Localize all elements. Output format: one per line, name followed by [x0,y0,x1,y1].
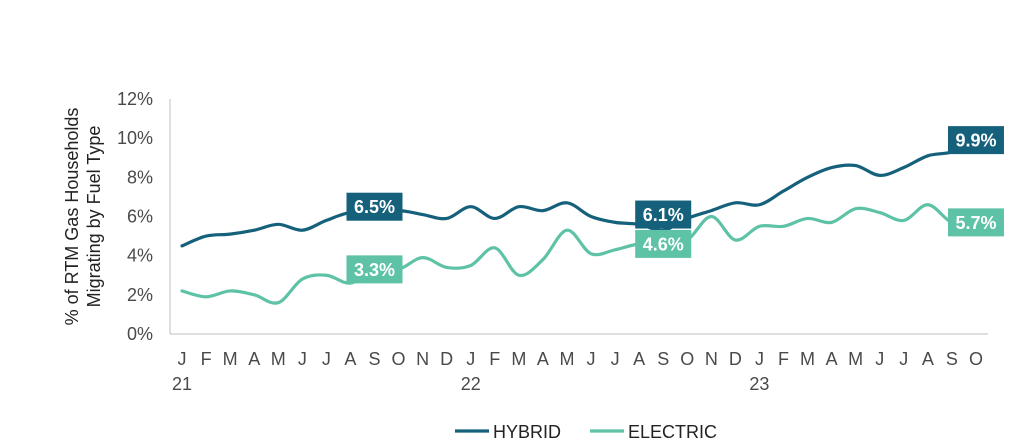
x-tick-month: S [946,349,958,369]
x-tick-month: J [875,349,884,369]
x-tick-month: M [223,349,238,369]
x-tick-month: N [416,349,429,369]
x-tick-month: D [729,349,742,369]
data-label-box [947,208,1004,237]
x-tick-month: M [848,349,863,369]
axes [169,99,988,335]
x-tick-month: J [587,349,596,369]
data-label-hybrid: 6.5% [346,192,403,221]
y-axis-label-line: % of RTM Gas Households [62,108,82,326]
legend-label-hybrid: HYBRID [493,422,561,442]
data-label-electric: 5.7% [947,208,1004,237]
x-tick-month: A [826,349,838,369]
data-label-box [346,192,403,221]
data-label-box [635,200,692,229]
x-tick-month: M [511,349,526,369]
x-tick-month: J [611,349,620,369]
x-tick-month: M [800,349,815,369]
x-tick-month: J [298,349,307,369]
data-label-hybrid: 9.9% [947,126,1004,155]
x-tick-month: A [922,349,934,369]
x-tick-month: S [368,349,380,369]
y-tick-labels: 0% 2% 4% 6% 8% 10% 12% [117,89,153,344]
data-label-box [635,229,692,258]
x-tick-year: 22 [461,374,481,394]
x-tick-year: 21 [172,374,192,394]
data-label-text: 4.6% [643,234,684,254]
x-tick-month: F [201,349,212,369]
x-tick-month: D [440,349,453,369]
y-tick-label: 0% [127,324,153,344]
x-tick-month: A [344,349,356,369]
x-tick-month: J [755,349,764,369]
y-tick-label: 10% [117,128,153,148]
x-tick-month: S [657,349,669,369]
y-tick-label: 6% [127,207,153,227]
data-label-box [947,126,1004,155]
x-tick-month: O [969,349,983,369]
x-tick-year: 23 [749,374,769,394]
x-tick-month: A [248,349,260,369]
x-tick-month: O [680,349,694,369]
y-tick-label: 4% [127,246,153,266]
x-tick-month: F [489,349,500,369]
series-line-electric [180,203,978,305]
data-label-hybrid: 6.1% [635,200,692,229]
data-labels: 6.5% 3.3% 6.1% 4.6% 9.9% 5.7% [346,126,1004,284]
data-label-text: 9.9% [955,131,996,151]
x-tick-month: J [899,349,908,369]
data-label-text: 6.1% [643,205,684,225]
x-tick-month: J [178,349,187,369]
x-tick-month: M [271,349,286,369]
data-label-text: 6.5% [354,197,395,217]
data-label-box [346,255,403,284]
data-label-electric: 4.6% [635,229,692,258]
x-tick-month: A [537,349,549,369]
x-tick-month: A [633,349,645,369]
x-tick-labels: J F M A M J J A S O N D J F M A M J J A S O N D J F M A M J J A S O21 22 23 [172,349,983,394]
x-tick-month: O [392,349,406,369]
y-tick-label: 8% [127,167,153,187]
data-label-text: 3.3% [354,260,395,280]
series-lines [180,138,978,305]
y-tick-label: 2% [127,285,153,305]
x-tick-month: F [778,349,789,369]
y-axis-label: % of RTM Gas Households Migrating by Fuel… [62,108,104,326]
x-tick-month: N [705,349,718,369]
x-tick-month: J [466,349,475,369]
legend-label-electric: ELECTRIC [628,422,717,442]
x-tick-month: M [559,349,574,369]
data-label-electric: 3.3% [346,255,403,284]
y-tick-label: 12% [117,89,153,109]
y-axis-label-line: Migrating by Fuel Type [84,126,104,308]
data-label-text: 5.7% [955,213,996,233]
legend: HYBRID ELECTRIC [455,422,717,442]
x-tick-month: J [322,349,331,369]
series-line-hybrid [180,138,978,248]
